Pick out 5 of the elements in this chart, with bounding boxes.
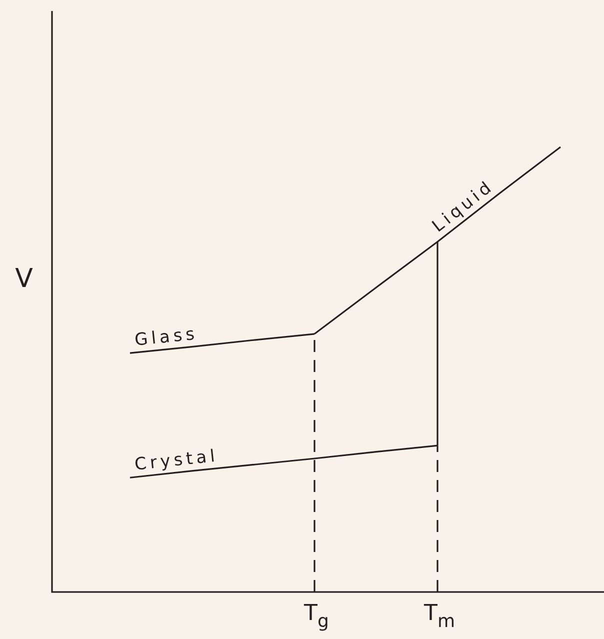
- x-tick-label: T$_{m}$: [423, 601, 455, 632]
- x-tick-label: T$_{g}$: [303, 601, 329, 632]
- text: Crystal: [134, 446, 220, 475]
- y-axis-title: V: [15, 264, 34, 294]
- text: Glass: [134, 324, 199, 350]
